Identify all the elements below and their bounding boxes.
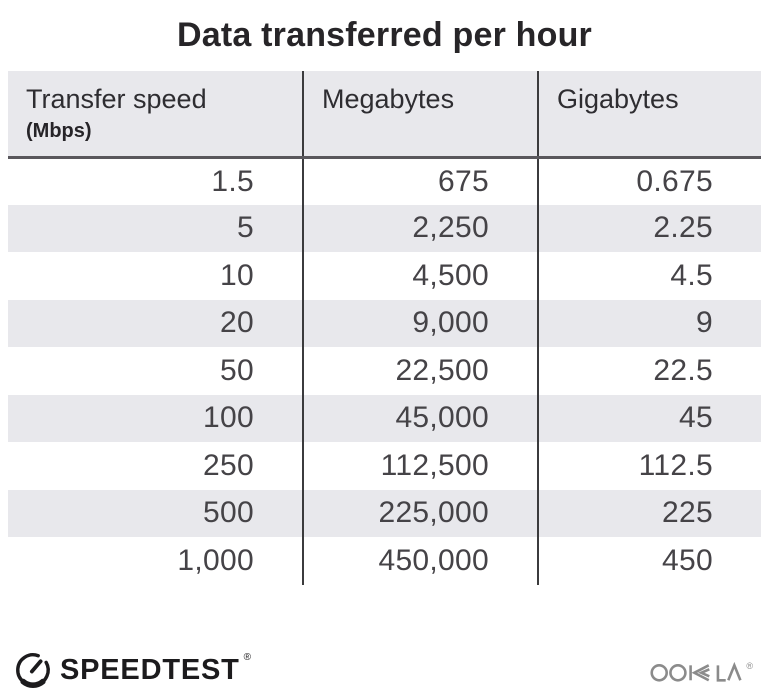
table-row: 1.5 675 0.675 [8,157,761,205]
header-row: Transfer speed (Mbps) Megabytes Gigabyte… [8,71,761,159]
cell-transfer-speed: 10 [8,252,304,300]
cell-gigabytes: 9 [538,299,761,347]
cell-transfer-speed: 50 [8,347,304,395]
cell-megabytes: 225,000 [303,489,539,537]
table-row: 250 112,500 112.5 [8,442,761,490]
cell-transfer-speed: 100 [8,394,304,442]
page-title: Data transferred per hour [177,16,592,54]
col-header-megabytes-title: Megabytes [322,84,455,114]
cell-megabytes: 112,500 [303,442,539,490]
table-row: 500 225,000 225 [8,489,761,537]
speedtest-wordmark: SPEEDTEST [60,653,240,686]
table-row: 20 9,000 9 [8,299,761,347]
cell-gigabytes: 225 [538,489,761,537]
col-header-transfer-speed: Transfer speed (Mbps) [8,71,304,159]
cell-megabytes: 4,500 [303,252,539,300]
col-header-gigabytes-title: Gigabytes [557,84,679,114]
col-header-transfer-speed-unit: (Mbps) [26,120,92,142]
ookla-logo: ® [650,656,753,685]
footer: SPEEDTEST ® ® [14,648,753,692]
cell-megabytes: 45,000 [303,394,539,442]
cell-transfer-speed: 20 [8,299,304,347]
cell-megabytes: 22,500 [303,347,539,395]
cell-transfer-speed: 5 [8,204,304,252]
cell-gigabytes: 2.25 [538,204,761,252]
table-row: 5 2,250 2.25 [8,204,761,252]
table-row: 100 45,000 45 [8,394,761,442]
cell-gigabytes: 0.675 [636,164,713,198]
cell-transfer-speed: 1,000 [8,537,304,585]
table-row: 50 22,500 22.5 [8,347,761,395]
cell-megabytes: 450,000 [303,537,539,585]
cell-transfer-speed: 500 [8,489,304,537]
cell-megabytes: 9,000 [303,299,539,347]
table-row: 10 4,500 4.5 [8,252,761,300]
cell-transfer-speed: 1.5 [8,157,304,205]
registered-trademark-mark: ® [243,652,252,663]
col-header-megabytes: Megabytes [303,71,539,159]
cell-megabytes: 675 [303,157,539,205]
cell-transfer-speed: 250 [8,442,304,490]
speedtest-logo: SPEEDTEST ® [14,651,251,689]
speedtest-gauge-icon [14,651,52,689]
data-table: Transfer speed (Mbps) Megabytes Gigabyte… [8,71,761,585]
cell-gigabytes: 112.5 [638,448,713,482]
table-row: 1,000 450,000 450 [8,537,761,585]
col-header-gigabytes: Gigabytes [538,71,761,159]
cell-gigabytes: 450 [662,543,713,577]
registered-trademark-mark: ® [746,660,753,671]
cell-megabytes: 2,250 [303,204,539,252]
ookla-wordmark-icon [650,656,745,685]
col-header-transfer-speed-title: Transfer speed [26,84,207,114]
cell-gigabytes: 4.5 [670,258,713,292]
cell-gigabytes: 45 [538,394,761,442]
cell-gigabytes: 22.5 [653,353,713,387]
